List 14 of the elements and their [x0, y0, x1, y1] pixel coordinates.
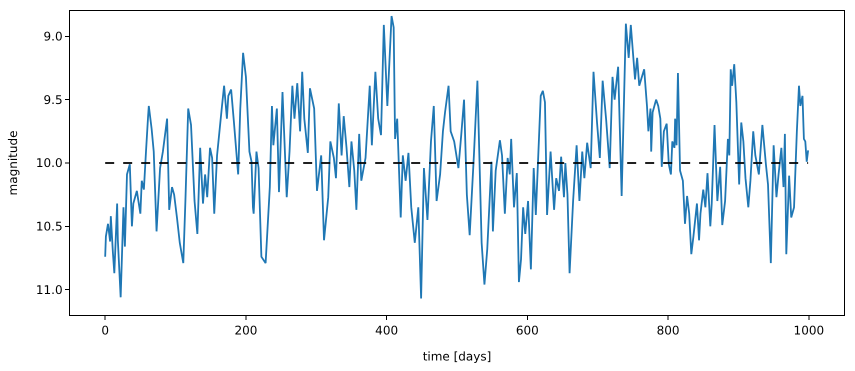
x-tick-label: 1000: [794, 323, 824, 338]
y-tick-label: 9.0: [44, 30, 63, 44]
x-tick-label: 400: [375, 323, 398, 338]
line-series: [104, 15, 810, 300]
y-tick-label: 11.0: [36, 282, 63, 297]
x-axis-title: time [days]: [422, 349, 492, 364]
y-axis-title: magnitude: [6, 130, 20, 196]
x-tick-label: 0: [101, 323, 109, 338]
x-tick-label: 600: [516, 323, 539, 338]
x-tick-label: 200: [234, 323, 258, 338]
y-tick-label: 9.5: [44, 92, 63, 107]
x-tick-label: 800: [656, 323, 680, 338]
y-tick-label: 10.0: [36, 156, 63, 170]
y-tick-label: 10.5: [36, 220, 63, 234]
